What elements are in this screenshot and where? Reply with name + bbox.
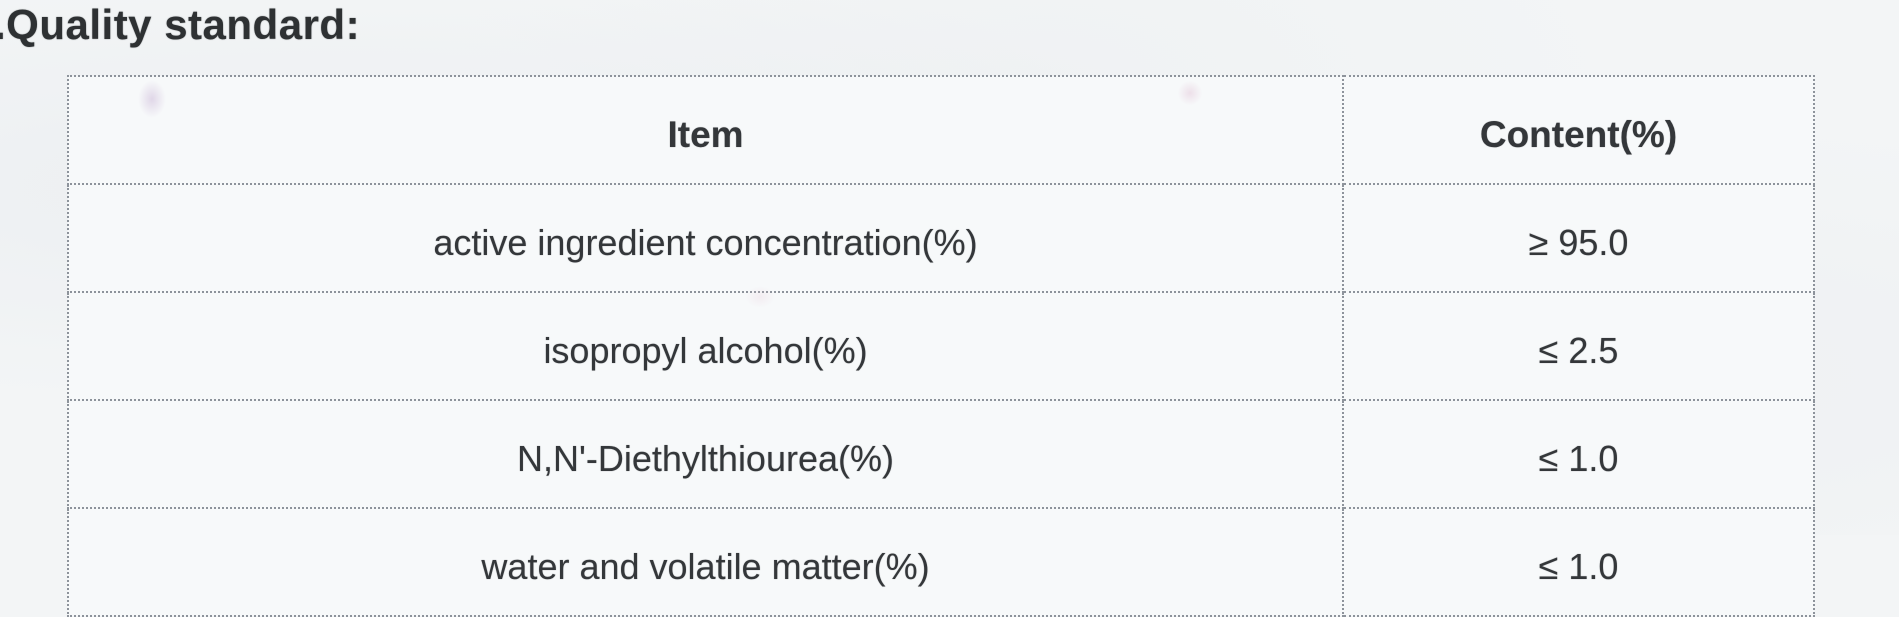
item-cell: water and volatile matter(%)	[66, 507, 1345, 617]
section-heading: .Quality standard:	[0, 1, 361, 48]
content-cell: ≥ 95.0	[1342, 183, 1815, 293]
item-cell: N,N'-Diethylthiourea(%)	[66, 399, 1345, 509]
table-row: water and volatile matter(%) ≤ 1.0	[66, 507, 1815, 617]
quality-standard-table: Item Content(%) active ingredient concen…	[66, 75, 1815, 617]
content-cell: ≤ 1.0	[1342, 507, 1815, 617]
item-cell: active ingredient concentration(%)	[66, 183, 1345, 293]
table-row: active ingredient concentration(%) ≥ 95.0	[66, 183, 1815, 293]
table-header-row: Item Content(%)	[66, 75, 1815, 185]
content-column-header: Content(%)	[1342, 75, 1815, 185]
content-cell: ≤ 2.5	[1342, 291, 1815, 401]
item-cell: isopropyl alcohol(%)	[66, 291, 1345, 401]
content-cell: ≤ 1.0	[1342, 399, 1815, 509]
table-row: N,N'-Diethylthiourea(%) ≤ 1.0	[66, 399, 1815, 509]
table-row: isopropyl alcohol(%) ≤ 2.5	[66, 291, 1815, 401]
table-body: active ingredient concentration(%) ≥ 95.0…	[66, 183, 1815, 617]
item-column-header: Item	[66, 75, 1345, 185]
